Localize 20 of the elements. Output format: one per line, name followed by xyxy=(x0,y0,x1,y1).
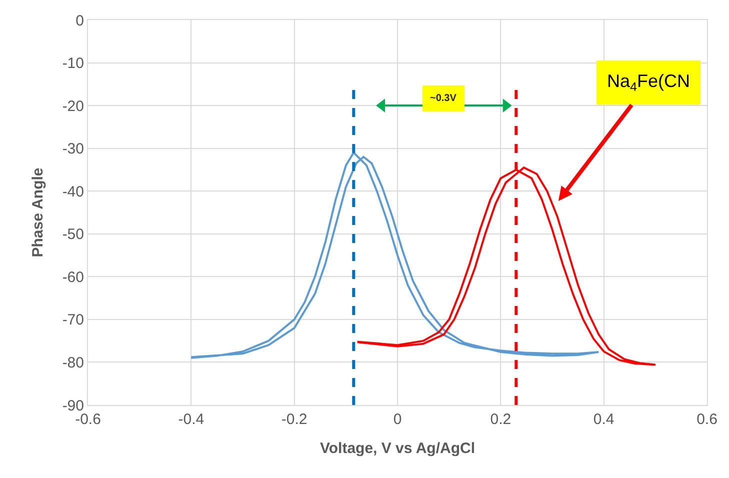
y-tick-label: 0 xyxy=(76,12,84,30)
annotation: ~0.3V xyxy=(430,93,457,104)
x-tick-label: 0.6 xyxy=(696,411,718,428)
y-tick-label: -60 xyxy=(62,268,84,286)
x-tick-label: -0.4 xyxy=(178,411,204,428)
y-tick-label: -40 xyxy=(62,183,84,200)
y-axis-title: Phase Angle xyxy=(30,168,47,258)
x-tick-label: -0.2 xyxy=(281,411,308,428)
line-series xyxy=(190,152,600,359)
x-tick-label: 0 xyxy=(393,411,402,428)
x-tick-label: 0.2 xyxy=(490,411,512,428)
y-tick-label: -70 xyxy=(62,312,84,329)
y-tick-label: -10 xyxy=(62,55,84,72)
y-tick-label: -80 xyxy=(62,354,84,372)
y-tick-label: -50 xyxy=(62,226,84,244)
x-tick-label: 0.4 xyxy=(593,411,614,428)
y-tick-label: -30 xyxy=(62,140,84,158)
x-axis-title: Voltage, V vs Ag/AgCl xyxy=(320,440,476,457)
y-tick-label: -20 xyxy=(62,98,84,115)
annotation: Na$_{4}$Fe(CN xyxy=(607,71,690,94)
